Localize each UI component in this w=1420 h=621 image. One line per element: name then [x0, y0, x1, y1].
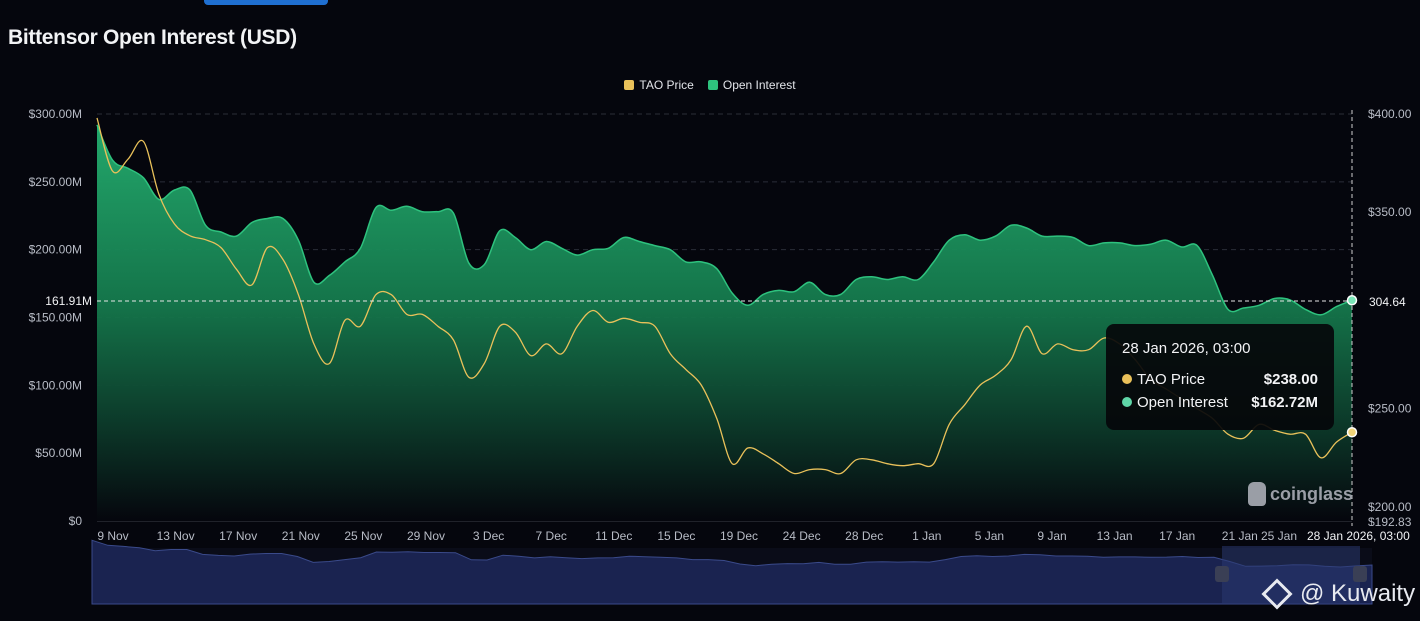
x-axis-tick: 17 Jan — [1159, 529, 1195, 543]
x-axis-tick: 3 Dec — [473, 529, 504, 543]
x-axis-tick: 15 Dec — [657, 529, 695, 543]
x-axis-tick: 21 Jan — [1222, 529, 1258, 543]
navigator-selection[interactable] — [1222, 546, 1360, 604]
x-axis-tick: 19 Dec — [720, 529, 758, 543]
legend-item-open-interest[interactable]: Open Interest — [707, 78, 796, 92]
legend-swatch-oi — [707, 80, 718, 90]
left-axis-tick: $250.00M — [29, 175, 82, 189]
coinglass-logo-icon — [1248, 482, 1266, 506]
x-axis-tick: 28 Dec — [845, 529, 883, 543]
left-axis-tick: $200.00M — [29, 243, 82, 257]
credit-text: @ Kuwaity — [1300, 580, 1416, 607]
tooltip-oi-value: $162.72M — [1251, 394, 1318, 411]
tao-price-marker — [1346, 427, 1358, 438]
legend-item-tao-price[interactable]: TAO Price — [624, 78, 694, 92]
navigator-series — [91, 539, 1373, 605]
legend: TAO Price Open Interest — [0, 78, 1420, 92]
x-axis-tick: 25 Nov — [344, 529, 382, 543]
right-axis-tick: $200.00 — [1368, 500, 1412, 514]
binance-logo-icon — [1261, 578, 1293, 610]
right-axis-tick: $192.83 — [1368, 515, 1412, 529]
x-axis-tick: 9 Jan — [1037, 529, 1066, 543]
x-axis-tick: 5 Jan — [975, 529, 1004, 543]
right-axis-tick: $250.00 — [1368, 402, 1412, 416]
open-interest-line — [96, 124, 1353, 316]
oi-dot-icon — [1122, 397, 1132, 407]
x-axis-tick: 7 Dec — [536, 529, 567, 543]
x-axis-tick: 24 Dec — [783, 529, 821, 543]
open-interest-area — [97, 124, 1352, 521]
right-axis-tick: $350.00 — [1368, 205, 1412, 219]
crosshair-left-label-bg — [28, 292, 96, 310]
legend-label-price: TAO Price — [639, 78, 694, 92]
price-dot-icon — [1122, 374, 1132, 384]
open-interest-marker — [1346, 294, 1358, 306]
tooltip-price-label: TAO Price — [1137, 371, 1206, 388]
x-axis-tick: 21 Nov — [282, 529, 320, 543]
left-axis-tick: $100.00M — [29, 378, 82, 392]
tooltip-oi-label: Open Interest — [1137, 394, 1228, 411]
coinglass-watermark: coinglass — [1248, 482, 1353, 506]
navigator-handle-left[interactable] — [1215, 566, 1229, 582]
x-axis-tick: 25 Jan — [1261, 529, 1297, 543]
x-axis-tick: 13 Jan — [1097, 529, 1133, 543]
x-axis-tick: 9 Nov — [97, 529, 128, 543]
chart-title: Bittensor Open Interest (USD) — [8, 26, 297, 49]
tooltip-price-value: $238.00 — [1263, 371, 1318, 388]
x-axis-tick: 1 Jan — [912, 529, 941, 543]
crosshair-x-label-bg — [1302, 526, 1414, 546]
top-tab-button[interactable] — [204, 0, 328, 5]
left-axis-tick: $150.00M — [29, 311, 82, 325]
crosshair-left-label: 161.91M — [45, 294, 92, 308]
tooltip-date: 28 Jan 2026, 03:00 — [1122, 340, 1251, 357]
navigator-handle-right[interactable] — [1353, 566, 1367, 582]
coinglass-text: coinglass — [1270, 483, 1354, 504]
crosshair-right-label-bg — [1360, 292, 1416, 312]
crosshair-right-label: 304.64 — [1369, 295, 1406, 309]
left-axis-tick: $50.00M — [35, 446, 82, 460]
tooltip-row-price: TAO Price $238.00 — [1122, 371, 1318, 388]
right-axis-tick: $400.00 — [1368, 107, 1412, 121]
tooltip-row-oi: Open Interest $162.72M — [1122, 394, 1318, 411]
x-axis-tick: 17 Nov — [219, 529, 257, 543]
legend-label-oi: Open Interest — [722, 78, 796, 92]
legend-swatch-price — [624, 80, 635, 90]
crosshair-x-label: 28 Jan 2026, 03:00 — [1307, 529, 1410, 543]
tooltip: 28 Jan 2026, 03:00 TAO Price $238.00 Ope… — [1106, 324, 1334, 430]
credit: @ Kuwaity — [1261, 578, 1416, 610]
x-axis-tick: 13 Nov — [157, 529, 195, 543]
x-axis-tick: 11 Dec — [595, 529, 632, 543]
x-axis-tick: 29 Nov — [407, 529, 445, 543]
left-axis-tick: $300.00M — [29, 107, 82, 121]
left-axis-tick: $0 — [69, 514, 83, 528]
